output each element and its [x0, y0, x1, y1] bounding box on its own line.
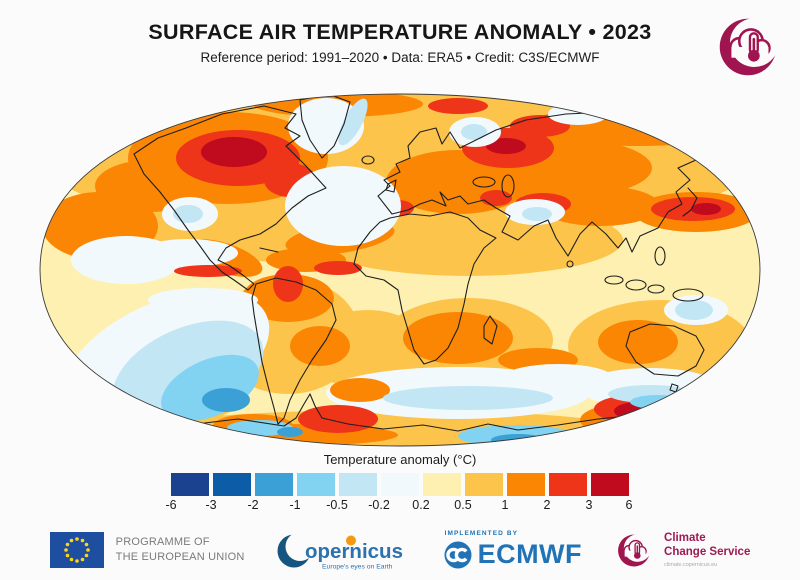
- c3s-name-line1: Climate: [664, 531, 706, 544]
- colorbar-segment: [255, 473, 293, 496]
- colorbar-tick: -1: [289, 498, 301, 512]
- implemented-by-label: IMPLEMENTED BY: [444, 530, 519, 537]
- ecmwf-logo: IMPLEMENTED BY ECMWF: [443, 530, 582, 570]
- colorbar-tick: 3: [585, 498, 593, 512]
- colorbar-tick: 1: [501, 498, 509, 512]
- colorbar-segment: [423, 473, 461, 496]
- copernicus-wordmark: opernicus: [305, 540, 403, 563]
- eu-programme-line1: PROGRAMME OF: [115, 535, 210, 548]
- projection-outline: [39, 93, 761, 447]
- page-subtitle: Reference period: 1991–2020 • Data: ERA5…: [200, 50, 600, 65]
- colorbar-tick: -2: [247, 498, 259, 512]
- colorbar-segment: [507, 473, 545, 496]
- c3s-thermometer-cloud-icon-small: [617, 533, 653, 568]
- colorbar-tick: -3: [205, 498, 217, 512]
- colorbar-ticks: -6 -3 -2 -1 -0.5 -0.2 0.2 0.5 1 2 3 6: [165, 496, 632, 512]
- colorbar-tick: 6: [625, 498, 633, 512]
- eu-flag-icon: [49, 532, 104, 568]
- colorbar-tick: 0.2: [412, 498, 430, 512]
- page-title: SURFACE AIR TEMPERATURE ANOMALY • 2023: [148, 20, 652, 44]
- colorbar-tick: 2: [543, 498, 551, 512]
- c3s-logo: Climate Change Service climate.copernicu…: [612, 528, 750, 572]
- colorbar-segment: [465, 473, 503, 496]
- copernicus-crescent-icon: opernicus Europe's eyes on Earth: [277, 532, 403, 571]
- footer-logos: PROGRAMME OF THE EUROPEAN UNION opernicu…: [0, 527, 800, 573]
- c3s-name-line2: Change Service: [664, 545, 751, 558]
- anomaly-world-map: [39, 93, 761, 447]
- colorbar-tick: 0.5: [454, 498, 472, 512]
- coastlines: [93, 94, 739, 432]
- colorbar-segment: [213, 473, 251, 496]
- ecmwf-cc-icon: [444, 541, 472, 568]
- colorbar-label: Temperature anomaly (°C): [323, 452, 477, 467]
- copernicus-earth-dot: [345, 535, 356, 546]
- colorbar-segment: [297, 473, 335, 496]
- anomaly-field: [40, 94, 760, 446]
- colorbar-segments: [171, 473, 629, 496]
- colorbar-tick: -6: [165, 498, 177, 512]
- c3s-thermometer-cloud-icon: [718, 16, 780, 77]
- colorbar-segment: [339, 473, 377, 496]
- ecmwf-wordmark: ECMWF: [477, 539, 583, 569]
- c3s-website: climate.copernicus.eu: [664, 562, 718, 569]
- eu-programme-logo: PROGRAMME OF THE EUROPEAN UNION: [49, 532, 245, 568]
- copernicus-tagline: Europe's eyes on Earth: [322, 564, 393, 571]
- colorbar-tick: -0.2: [368, 498, 390, 512]
- colorbar-segment: [591, 473, 629, 496]
- colorbar-segment: [549, 473, 587, 496]
- legend: Temperature anomaly (°C) -6 -3 -2 -1 -0.5 -0.…: [0, 452, 800, 512]
- colorbar-segment: [381, 473, 419, 496]
- copernicus-logo: opernicus Europe's eyes on Earth: [275, 527, 413, 573]
- eu-programme-line2: THE EUROPEAN UNION: [115, 551, 245, 563]
- colorbar-segment: [171, 473, 209, 496]
- colorbar-tick: -0.5: [326, 498, 348, 512]
